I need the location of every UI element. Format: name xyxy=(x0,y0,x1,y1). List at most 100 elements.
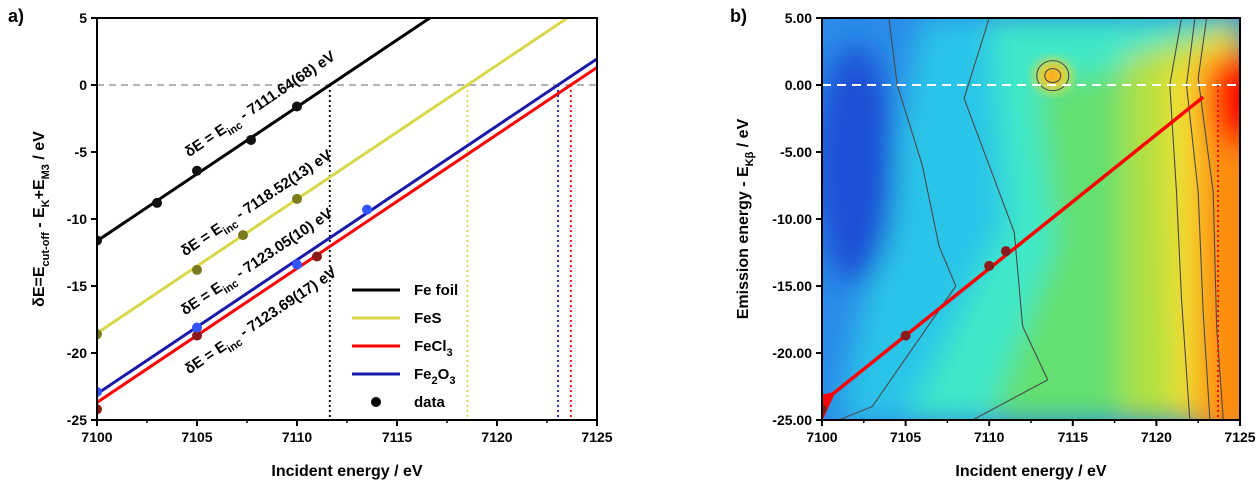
panel-a-x-axis-title: Incident energy / eV xyxy=(271,463,422,480)
equation-prefix: δE = E xyxy=(182,338,230,378)
legend-base: Fe xyxy=(414,366,432,383)
data-point-0-3 xyxy=(246,134,256,145)
y-title-part-3: +E xyxy=(31,179,48,199)
contour-line-1 xyxy=(963,18,1049,420)
y-tick-label-3: -10 xyxy=(67,211,87,227)
y-title-part-4: / eV xyxy=(31,131,48,164)
data-point-0-2 xyxy=(192,165,202,176)
plot-frame xyxy=(96,17,598,421)
y-title-sub-2: K xyxy=(40,199,52,207)
contour-hotspot-outer xyxy=(1036,60,1070,92)
x-tick-label-4: 7120 xyxy=(1141,429,1172,445)
equation-label-1: δE = Einc - 7118.52(13) eV xyxy=(178,147,338,264)
y-tick-label-0: 5.00 xyxy=(785,10,812,26)
legend-sub: 2 xyxy=(432,375,438,387)
y-tick-label-1: 0.00 xyxy=(785,77,812,93)
legend-sub: 3 xyxy=(447,347,453,359)
heatmap-region-blue xyxy=(822,45,896,286)
x-tick-label-2: 7110 xyxy=(282,429,313,445)
legend-base: data xyxy=(414,394,446,411)
y-tick-label-6: -25.00 xyxy=(772,412,812,428)
y-tick-label-2: -5 xyxy=(75,144,88,160)
x-tick-label-1: 7105 xyxy=(181,429,212,445)
data-point-2 xyxy=(984,260,995,271)
x-tick-label-0: 7100 xyxy=(806,429,837,445)
equation-prefix: δE = E xyxy=(182,121,230,161)
fit-arrow-line xyxy=(822,95,1205,420)
b-y-title-sub: Kβ xyxy=(744,151,756,166)
contour-hotspot-inner xyxy=(1044,68,1062,84)
data-point-2-1 xyxy=(192,330,202,341)
y-tick-label-5: -20 xyxy=(67,345,87,361)
x-tick-label-2: 7110 xyxy=(974,429,1005,445)
y-title-part-1: δE=E xyxy=(31,266,48,307)
x-tick-label-3: 7115 xyxy=(382,429,413,445)
panel-a-y-axis-title: δE=Ecut-off - EK+EM3 / eV xyxy=(31,131,52,307)
legend-label-4: data xyxy=(414,394,446,411)
data-point-0-0 xyxy=(97,235,102,246)
panel-b-plot-area: 7100 7105 7110 7115 7120 7125 5.00 0.00 -5.00 -10… xyxy=(772,10,1255,445)
fit-line-1 xyxy=(97,18,571,335)
y-tick-label-2: -5.00 xyxy=(780,144,812,160)
y-title-part-2: - E xyxy=(31,207,48,232)
heatmap-peak-red xyxy=(1210,48,1240,149)
y-tick-label-4: -15 xyxy=(67,278,87,294)
b-y-title-part-1: Emission energy - E xyxy=(735,166,752,319)
data-point-3-1 xyxy=(192,322,202,333)
panel-a-tag: a) xyxy=(8,6,24,26)
legend-label-3: Fe2O3 xyxy=(414,366,455,387)
data-point-3-0 xyxy=(97,386,102,397)
y-tick-label-4: -15.00 xyxy=(772,278,812,294)
contour-line-2 xyxy=(1169,18,1191,420)
x-tick-label-0: 7100 xyxy=(81,429,112,445)
y-tick-label-5: -20.00 xyxy=(772,345,812,361)
data-point-3-2 xyxy=(292,259,302,270)
x-tick-label-4: 7120 xyxy=(481,429,512,445)
legend-label-0: Fe foil xyxy=(414,282,458,299)
data-point-2-2 xyxy=(312,251,322,262)
heatmap-clip-group xyxy=(822,18,1240,420)
series-clip-group xyxy=(97,18,597,420)
y-title-sub-1: cut-off xyxy=(40,232,52,267)
contour-lines xyxy=(838,18,1224,420)
y-title-sub-3: M3 xyxy=(40,164,52,179)
x-tick-label-5: 7125 xyxy=(1224,429,1255,445)
y-tick-label-6: -25 xyxy=(67,412,87,428)
data-point-1-0 xyxy=(97,329,102,340)
y-tick-label-0: 5 xyxy=(79,10,87,26)
legend-label-2: FeCl3 xyxy=(414,338,453,359)
contour-line-3 xyxy=(1185,18,1211,420)
contour-line-4 xyxy=(1197,18,1224,420)
equation-prefix: δE = E xyxy=(178,220,226,260)
x-tick-label-5: 7125 xyxy=(581,429,612,445)
panel-b-tag: b) xyxy=(730,6,747,26)
heatmap-hotspot-orange xyxy=(1043,67,1062,84)
data-point-0-4 xyxy=(292,101,302,112)
y-tick-label-1: 0 xyxy=(79,77,87,93)
data-point-1-1 xyxy=(192,264,202,275)
legend-base: Fe foil xyxy=(414,282,458,299)
panel-a-plot-area: 7100 7105 7110 7115 7120 7125 5 0 -5 -10 -15 -20 -25… xyxy=(67,10,613,445)
data-point-1-3 xyxy=(292,193,302,204)
y-tick-label-3: -10.00 xyxy=(772,211,812,227)
legend-swatch-4 xyxy=(371,397,381,407)
legend-tail: O xyxy=(438,366,450,383)
legend-sub-2: 3 xyxy=(449,375,455,387)
fit-line-3 xyxy=(97,57,597,396)
fit-line-2 xyxy=(97,66,597,404)
panel-b-x-axis-title: Incident energy / eV xyxy=(955,463,1106,480)
panel-b-y-axis-title: Emission energy - EKβ / eV xyxy=(735,118,756,319)
fit-line-0 xyxy=(97,18,433,243)
x-tick-label-1: 7105 xyxy=(890,429,921,445)
data-point-0 xyxy=(822,404,827,415)
x-tick-label-3: 7115 xyxy=(1058,429,1089,445)
data-point-2-0 xyxy=(97,404,102,415)
equation-label-0: δE = Einc - 7111.64(68) eV xyxy=(182,48,341,164)
heatmap-hotspot xyxy=(1034,59,1071,92)
legend-base: FeS xyxy=(414,310,442,327)
legend-base: FeCl xyxy=(414,338,447,355)
data-point-3-3 xyxy=(362,204,372,215)
